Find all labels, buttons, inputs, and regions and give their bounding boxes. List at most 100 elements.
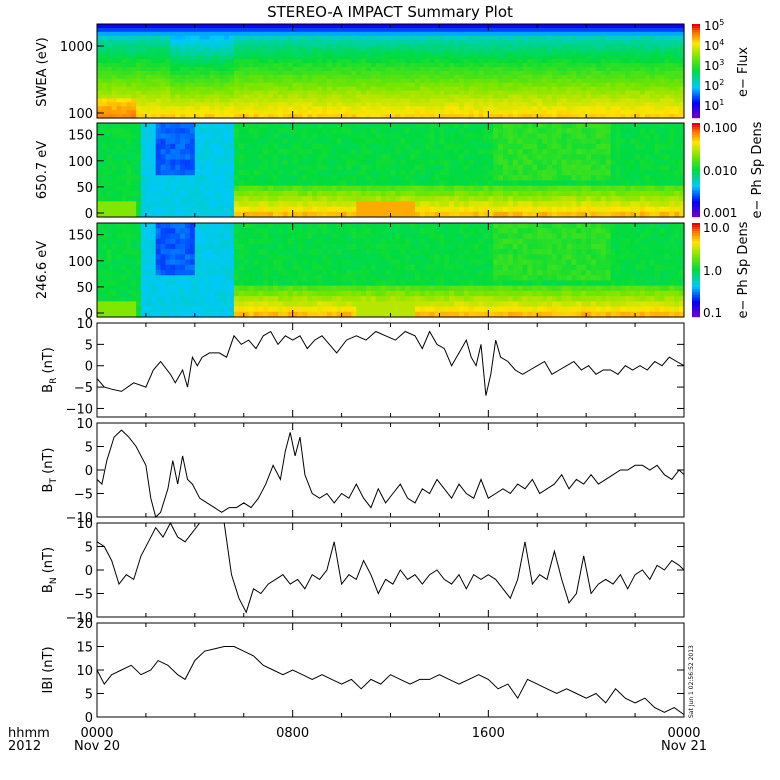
swea-cell — [644, 24, 651, 29]
pad-cell — [277, 211, 284, 218]
pad-cell — [591, 206, 597, 213]
swea-cell — [97, 82, 103, 88]
swea-cell — [615, 102, 622, 107]
swea-cell — [380, 55, 387, 60]
pad-cell — [630, 196, 636, 202]
pad-cell — [644, 206, 651, 213]
pad-cell — [537, 154, 543, 161]
pad-cell — [635, 211, 641, 218]
swea-cell — [473, 31, 480, 37]
pad-cell — [537, 164, 543, 171]
pad-cell — [595, 164, 602, 171]
pad-cell — [522, 175, 529, 182]
pad-cell — [253, 128, 260, 135]
swea-cell — [439, 24, 445, 29]
swea-cell — [331, 24, 338, 29]
pad-cell — [444, 143, 450, 150]
swea-cell — [366, 31, 372, 37]
swea-cell — [101, 114, 108, 119]
pad-cell — [649, 175, 656, 182]
swea-cell — [375, 98, 382, 103]
pad-cell — [547, 170, 553, 176]
swea-cell — [380, 35, 387, 41]
pad-cell — [97, 128, 103, 135]
swea-cell — [478, 39, 485, 45]
swea-cell — [366, 51, 372, 56]
pad-cell — [639, 154, 646, 161]
pad-cell — [458, 149, 465, 155]
swea-cell — [566, 31, 573, 37]
swea-cell — [654, 43, 661, 49]
swea-cell — [390, 106, 396, 111]
swea-cell — [317, 110, 323, 115]
swea-cell — [468, 94, 475, 100]
swea-cell — [576, 43, 582, 49]
swea-cell — [150, 74, 157, 80]
pad-cell — [341, 154, 348, 161]
pad-cell — [322, 190, 328, 197]
swea-cell — [97, 78, 103, 84]
swea-cell — [581, 78, 587, 84]
swea-cell — [336, 102, 343, 107]
pad-cell — [248, 149, 255, 155]
swea-cell — [458, 27, 465, 33]
swea-cell — [527, 98, 533, 103]
pad-cell — [238, 164, 245, 171]
swea-cell — [141, 78, 147, 84]
swea-cell — [537, 114, 543, 119]
swea-cell — [180, 31, 186, 37]
swea-cell — [669, 90, 675, 96]
pad-cell — [542, 123, 548, 129]
pad-cell — [600, 149, 607, 155]
pad-cell — [644, 170, 651, 176]
pad-cell — [493, 201, 499, 208]
swea-cell — [600, 63, 607, 68]
swea-cell — [165, 67, 171, 72]
swea-cell — [312, 90, 318, 96]
pad-cell — [595, 149, 602, 155]
swea-cell — [366, 24, 372, 29]
swea-cell — [238, 27, 245, 33]
swea-cell — [556, 35, 563, 41]
swea-cell — [219, 31, 225, 37]
pad-cell — [615, 149, 622, 155]
swea-cell — [297, 27, 304, 33]
pad-cell — [322, 170, 328, 176]
pad-cell — [155, 175, 162, 182]
pad-cell — [561, 138, 568, 145]
pad-cell — [346, 201, 352, 208]
pad-cell — [635, 196, 641, 202]
swea-cell — [449, 51, 455, 56]
swea-cell — [326, 59, 333, 64]
pad-cell — [630, 164, 636, 171]
pad-cell — [595, 123, 602, 129]
pad-cell — [547, 180, 553, 187]
swea-cell — [185, 27, 191, 33]
swea-cell — [400, 102, 406, 107]
swea-cell — [571, 27, 577, 33]
swea-cell — [542, 74, 548, 80]
pad-cell — [649, 206, 656, 213]
swea-cell — [483, 106, 489, 111]
swea-cell — [209, 86, 215, 92]
pad-cell — [209, 133, 215, 140]
pad-cell — [204, 138, 211, 145]
swea-cell — [351, 51, 357, 56]
swea-cell — [189, 74, 196, 80]
pad-cell — [566, 123, 573, 129]
swea-cell — [547, 55, 553, 60]
swea-cell — [199, 86, 206, 92]
swea-cell — [595, 102, 602, 107]
pad-cell — [116, 211, 123, 218]
swea-cell — [429, 74, 436, 80]
colorbar-cell — [692, 108, 700, 111]
pad-cell — [503, 201, 509, 208]
pad-cell — [566, 185, 573, 192]
swea-cell — [185, 47, 191, 53]
swea-cell — [444, 63, 450, 68]
swea-cell — [209, 90, 215, 96]
pad-cell — [537, 196, 543, 202]
pad-cell — [444, 149, 450, 155]
swea-cell — [620, 78, 626, 84]
swea-cell — [444, 31, 450, 37]
